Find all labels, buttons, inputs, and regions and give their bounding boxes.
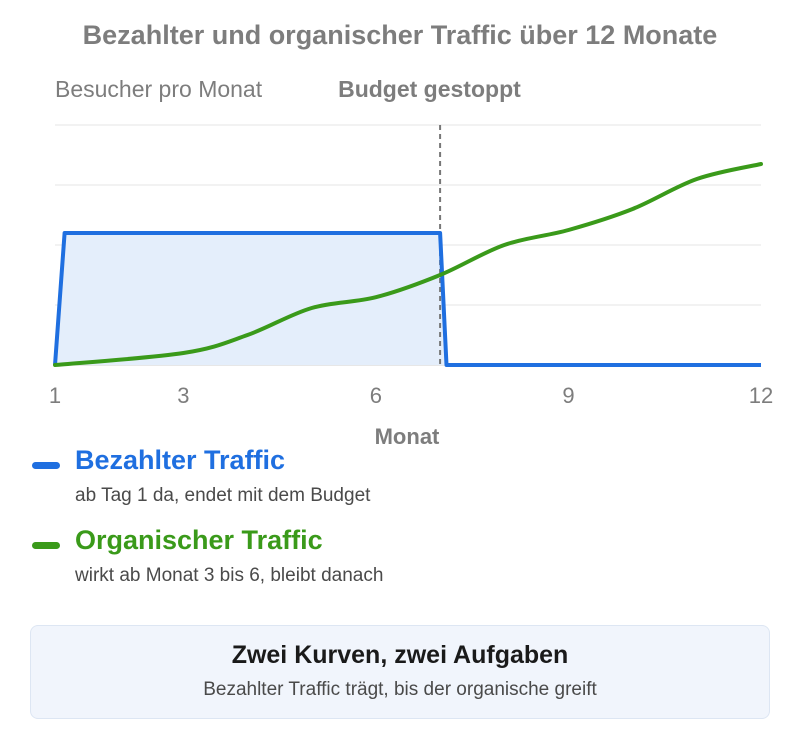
legend-description-organic: wirkt ab Monat 3 bis 6, bleibt danach (75, 565, 384, 586)
x-tick-label: 6 (370, 383, 382, 408)
legend-description-paid: ab Tag 1 da, endet mit dem Budget (75, 485, 371, 506)
y-axis-label: Besucher pro Monat (55, 76, 263, 102)
x-axis-ticks: 1 3 6 9 12 (49, 383, 773, 408)
legend-label-organic: Organischer Traffic (75, 525, 323, 555)
x-axis-label: Monat (375, 424, 440, 449)
x-tick-label: 9 (562, 383, 574, 408)
legend-swatch-paid (32, 462, 60, 469)
summary-title: Zwei Kurven, zwei Aufgaben (231, 641, 569, 669)
budget-stopped-label: Budget gestoppt (338, 76, 521, 102)
paid-traffic-line (53, 231, 761, 367)
paid-traffic-area (55, 233, 761, 365)
organic-traffic-line (53, 162, 763, 367)
legend-label-paid: Bezahlter Traffic (75, 445, 286, 475)
x-tick-label: 1 (49, 383, 61, 408)
summary-subtitle: Bezahlter Traffic trägt, bis der organis… (203, 679, 597, 700)
x-tick-label: 12 (749, 383, 773, 408)
chart-title: Bezahlter und organischer Traffic über 1… (82, 20, 718, 50)
summary-box: Zwei Kurven, zwei Aufgaben Bezahlter Tra… (30, 625, 770, 719)
legend-swatch-organic (32, 542, 60, 549)
x-tick-label: 3 (177, 383, 189, 408)
